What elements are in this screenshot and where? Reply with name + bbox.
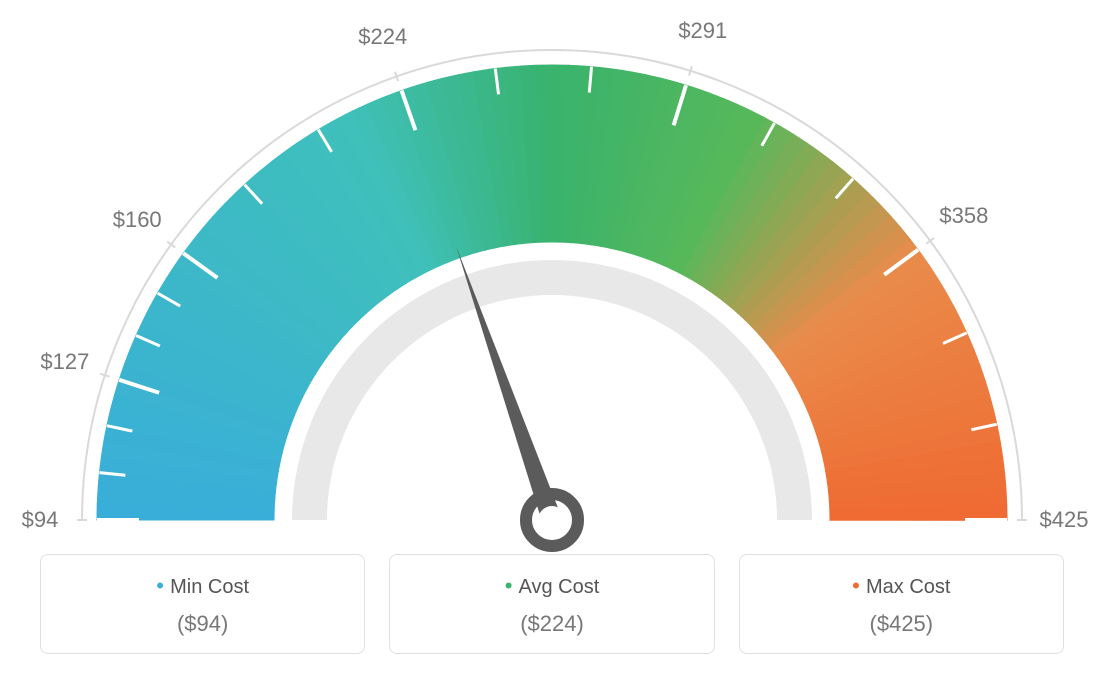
legend-card-min: Min Cost ($94) [40, 554, 365, 654]
gauge-tick-label: $160 [113, 207, 162, 233]
legend-card-avg: Avg Cost ($224) [389, 554, 714, 654]
gauge-tick-label: $127 [40, 349, 89, 375]
gauge-tick-label: $358 [939, 203, 988, 229]
legend-card-max: Max Cost ($425) [739, 554, 1064, 654]
legend-value-min: ($94) [51, 611, 354, 637]
legend-value-avg: ($224) [400, 611, 703, 637]
gauge-tick-label: $94 [22, 507, 59, 533]
legend-row: Min Cost ($94) Avg Cost ($224) Max Cost … [0, 554, 1104, 654]
legend-title-min: Min Cost [51, 573, 354, 599]
gauge-tick-label: $224 [358, 24, 407, 50]
legend-title-avg: Avg Cost [400, 573, 703, 599]
gauge-tick-label: $291 [678, 18, 727, 44]
gauge-svg [0, 0, 1104, 560]
legend-title-max: Max Cost [750, 573, 1053, 599]
legend-value-max: ($425) [750, 611, 1053, 637]
gauge-tick-label: $425 [1040, 507, 1089, 533]
cost-gauge: $94 $127 $160 $224 $291 $358 $425 [0, 0, 1104, 560]
